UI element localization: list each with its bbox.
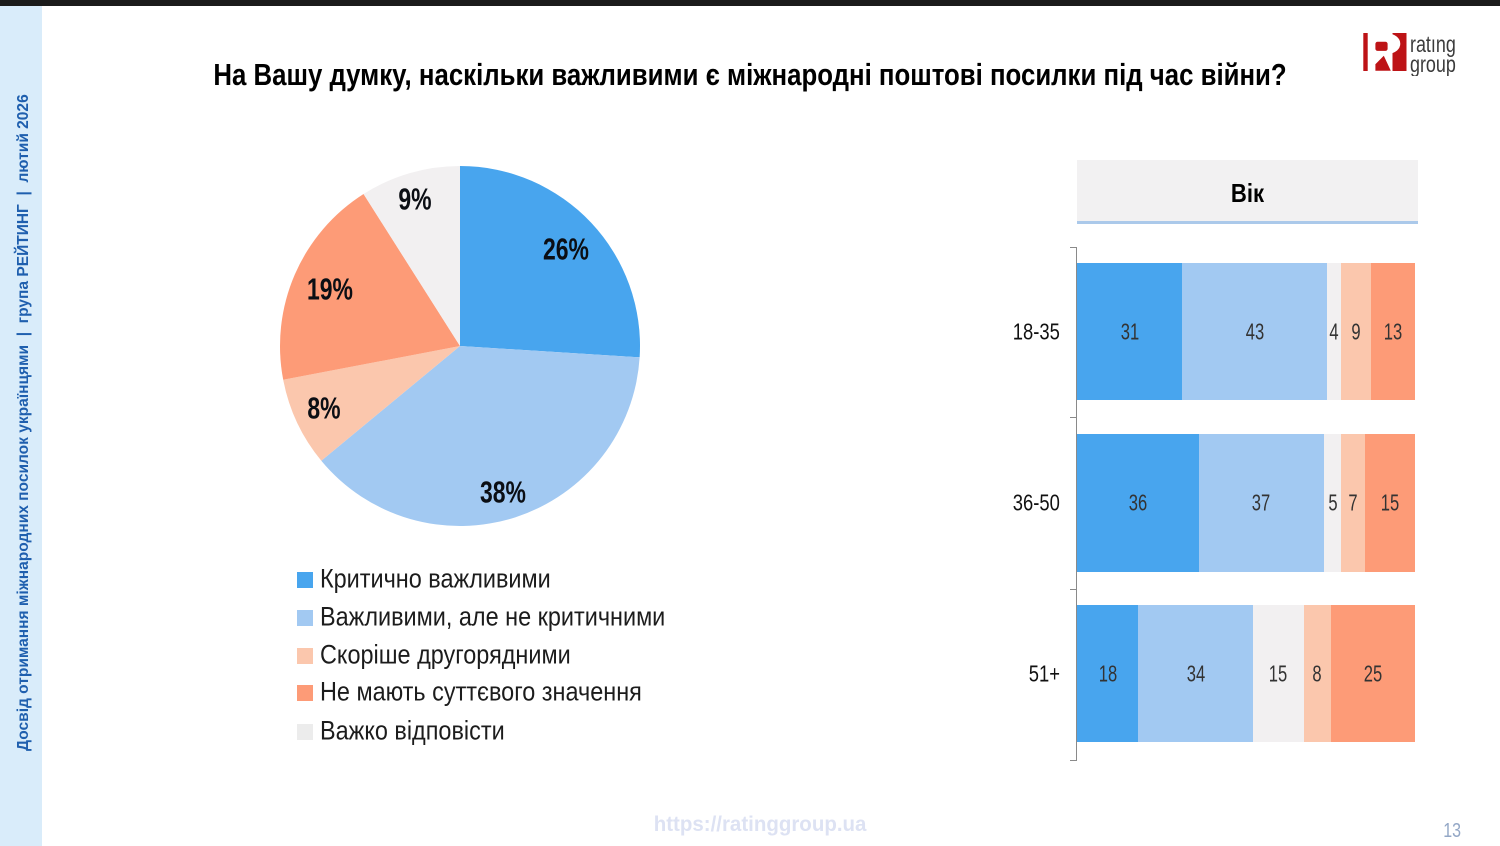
svg-text:group: group bbox=[1410, 52, 1456, 76]
svg-text:ratıng: ratıng bbox=[1410, 32, 1456, 58]
